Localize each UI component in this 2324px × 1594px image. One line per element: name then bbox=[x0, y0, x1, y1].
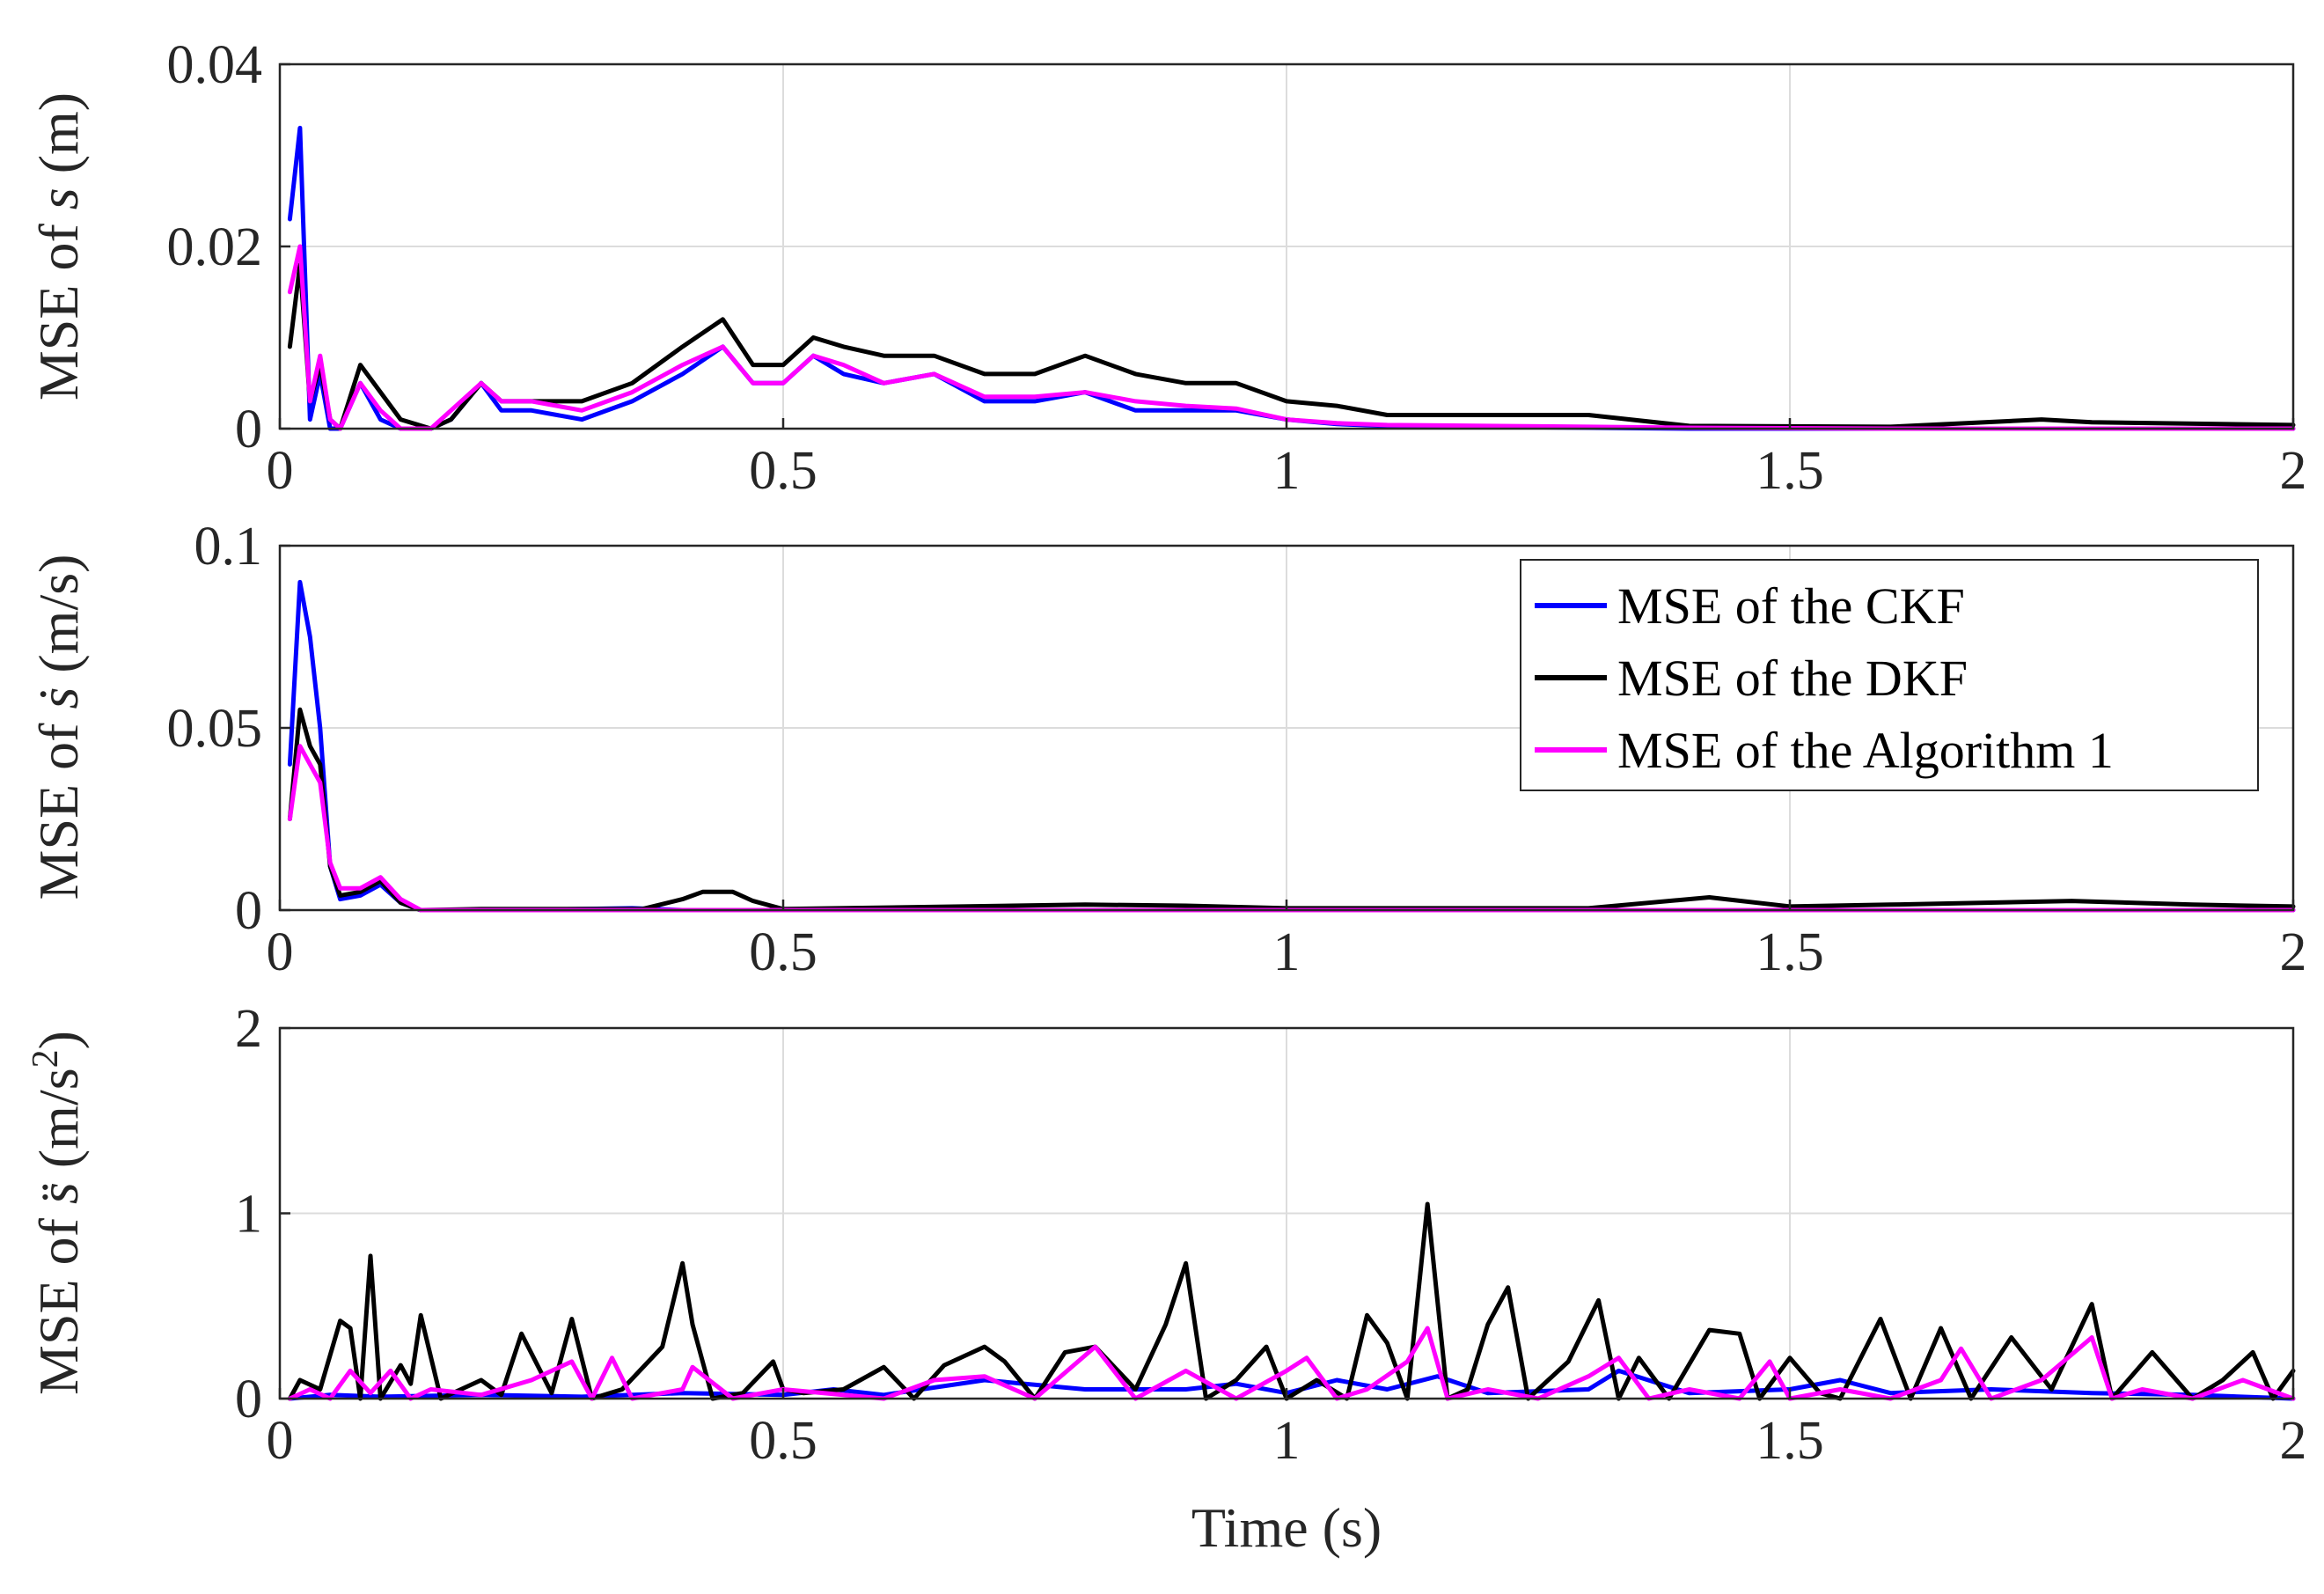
panel-velocity-mse: 0 0.5 1 1.5 2 0 0.05 0.1 MSE of ṡ (m/s) MSE of… bbox=[27, 517, 2307, 982]
legend-box bbox=[1520, 559, 2259, 791]
series-line-mse-of-the-algorithm-1 bbox=[287, 244, 2296, 431]
x-tick-label: 1 bbox=[1273, 922, 1301, 982]
x-tick-label: 0.5 bbox=[749, 1411, 817, 1471]
y-tick-label: 0 bbox=[235, 1370, 262, 1429]
legend-label-mse-of-the-dkf: MSE of the DKF bbox=[1617, 650, 1968, 707]
x-tick-labels: 0 0.5 1 1.5 2 bbox=[267, 900, 2307, 982]
y-tick-labels: 0 0.02 0.04 bbox=[167, 35, 290, 459]
y-tick-label: 0.05 bbox=[167, 699, 263, 759]
y-tick-label: 0 bbox=[235, 400, 262, 459]
x-tick-label: 0 bbox=[267, 922, 294, 982]
y-axis-label-part: MSE of bbox=[27, 709, 90, 900]
x-tick-label: 2 bbox=[2280, 922, 2307, 982]
x-tick-label: 0 bbox=[267, 441, 294, 501]
y-tick-label: 0.04 bbox=[167, 35, 263, 95]
y-axis-label-part: ) bbox=[27, 1031, 90, 1049]
x-tick-label: 0.5 bbox=[749, 441, 817, 501]
y-tick-label: 0 bbox=[235, 881, 262, 941]
y-axis-label-part: (m/s bbox=[27, 1068, 90, 1182]
y-tick-label: 0.02 bbox=[167, 217, 263, 277]
panel-position-mse: 0 0.5 1 1.5 2 0 0.02 0.04 MSE of s (m) bbox=[27, 35, 2307, 501]
x-tick-label: 2 bbox=[2280, 1411, 2307, 1471]
y-axis-label: MSE of s̈ (m/s2) bbox=[26, 1031, 90, 1395]
y-axis-label-part: MSE of bbox=[27, 209, 90, 400]
grid bbox=[280, 64, 2293, 429]
x-tick-labels: 0 0.5 1 1.5 2 bbox=[267, 418, 2307, 501]
y-axis-label: MSE of ṡ (m/s) bbox=[27, 555, 90, 900]
legend-label-mse-of-the-algorithm-1: MSE of the Algorithm 1 bbox=[1617, 722, 2114, 779]
y-tick-labels: 0 0.05 0.1 bbox=[167, 517, 290, 941]
series-layer bbox=[287, 1201, 2296, 1401]
series-line-mse-of-the-ckf bbox=[287, 125, 2296, 431]
y-tick-label: 2 bbox=[235, 999, 262, 1059]
y-axis-label-part: (m/s) bbox=[27, 555, 90, 687]
y-tick-labels: 0 1 2 bbox=[235, 999, 290, 1429]
y-axis-label-part: s bbox=[27, 187, 90, 209]
x-axis-label: Time (s) bbox=[1191, 1496, 1382, 1559]
y-axis-label-part: 2 bbox=[26, 1049, 66, 1068]
x-tick-label: 1.5 bbox=[1756, 441, 1824, 501]
y-tick-label: 1 bbox=[235, 1185, 262, 1245]
series-line-mse-of-the-dkf bbox=[287, 262, 2296, 431]
x-tick-label: 0 bbox=[267, 1411, 294, 1471]
legend: MSE of the CKF MSE of the DKF MSE of the A… bbox=[1520, 559, 2259, 791]
y-axis-label: MSE of s (m) bbox=[27, 92, 90, 400]
y-axis-label-part: MSE of bbox=[27, 1204, 90, 1395]
y-axis-label-part: (m) bbox=[27, 92, 90, 187]
series-layer bbox=[287, 125, 2296, 431]
grid bbox=[280, 1028, 2293, 1399]
panel-acceleration-mse: 0 0.5 1 1.5 2 012 MSE of s̈ (m/s2) Time (s) bbox=[26, 999, 2307, 1559]
x-tick-label: 1.5 bbox=[1756, 1411, 1824, 1471]
x-tick-label: 0.5 bbox=[749, 922, 817, 982]
x-tick-labels: 0 0.5 1 1.5 2 bbox=[267, 1388, 2307, 1471]
x-tick-label: 1 bbox=[1273, 441, 1301, 501]
legend-label-mse-of-the-ckf: MSE of the CKF bbox=[1617, 577, 1965, 635]
x-tick-label: 1 bbox=[1273, 1411, 1301, 1471]
y-axis-label-part: ṡ bbox=[27, 687, 90, 709]
x-tick-label: 1.5 bbox=[1756, 922, 1824, 982]
y-axis-label-part: s̈ bbox=[27, 1182, 90, 1204]
series-line-mse-of-the-algorithm-1 bbox=[287, 1326, 2296, 1401]
y-tick-label: 0.1 bbox=[194, 517, 263, 577]
x-tick-label: 2 bbox=[2280, 441, 2307, 501]
